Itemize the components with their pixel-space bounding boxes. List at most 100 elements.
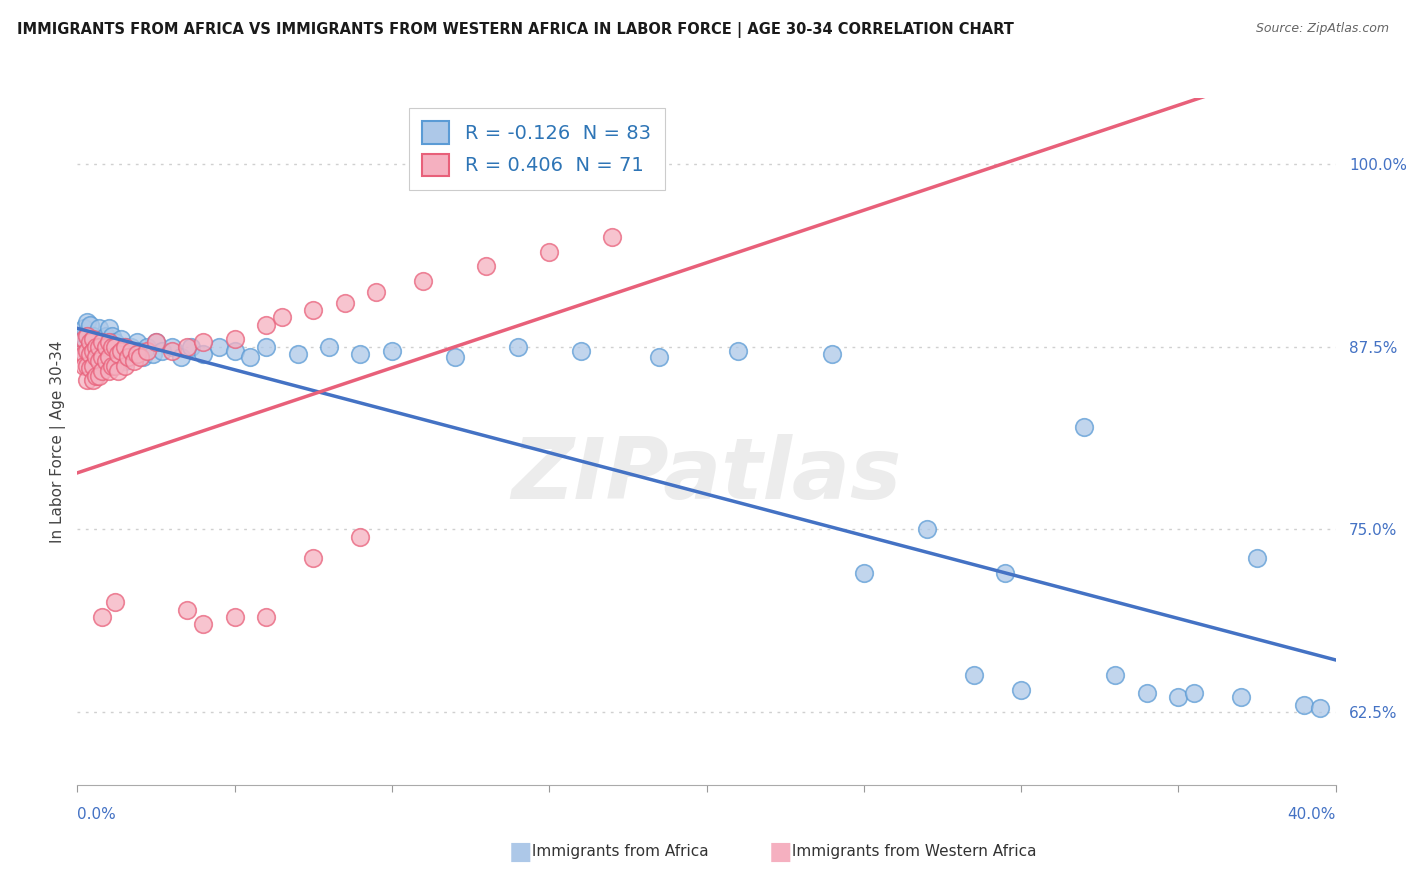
- Point: [107, 364, 129, 378]
- Point: [89, 368, 111, 383]
- Point: [82, 350, 104, 364]
- Point: [381, 343, 404, 358]
- Point: [79, 347, 101, 361]
- Point: [120, 343, 142, 358]
- Point: [129, 343, 152, 358]
- Point: [110, 343, 132, 358]
- Point: [91, 350, 114, 364]
- Point: [349, 347, 371, 361]
- Point: [1104, 668, 1126, 682]
- Point: [1182, 686, 1205, 700]
- Point: [82, 332, 104, 346]
- Point: [110, 347, 132, 361]
- Point: [84, 332, 107, 346]
- Point: [333, 295, 356, 310]
- Point: [170, 350, 193, 364]
- Point: [191, 335, 215, 350]
- Point: [89, 340, 111, 354]
- Point: [191, 617, 215, 632]
- Point: [208, 340, 231, 354]
- Point: [82, 359, 104, 373]
- Point: [122, 347, 145, 361]
- Point: [94, 340, 117, 354]
- Point: [160, 340, 183, 354]
- Point: [114, 340, 136, 354]
- Point: [224, 343, 246, 358]
- Point: [69, 332, 91, 346]
- Point: [91, 610, 114, 624]
- Point: [72, 332, 94, 346]
- Point: [91, 340, 114, 354]
- Point: [97, 335, 120, 350]
- Point: [97, 350, 120, 364]
- Point: [994, 566, 1017, 580]
- Point: [176, 340, 198, 354]
- Point: [82, 340, 104, 354]
- Point: [76, 343, 98, 358]
- Point: [254, 318, 277, 332]
- Point: [114, 359, 136, 373]
- Point: [254, 610, 277, 624]
- Point: [104, 340, 127, 354]
- Point: [191, 347, 215, 361]
- Point: [120, 340, 142, 354]
- Point: [84, 354, 107, 368]
- Point: [94, 359, 117, 373]
- Point: [287, 347, 309, 361]
- Point: [79, 347, 101, 361]
- Point: [104, 595, 127, 609]
- Text: ■: ■: [509, 840, 531, 863]
- Point: [84, 364, 107, 378]
- Text: Immigrants from Western Africa: Immigrants from Western Africa: [787, 845, 1036, 859]
- Point: [104, 359, 127, 373]
- Point: [135, 340, 157, 354]
- Point: [963, 668, 986, 682]
- Point: [76, 373, 98, 387]
- Point: [224, 610, 246, 624]
- Point: [150, 343, 173, 358]
- Point: [82, 343, 104, 358]
- Point: [145, 335, 167, 350]
- Point: [97, 350, 120, 364]
- Point: [239, 350, 262, 364]
- Text: Immigrants from Africa: Immigrants from Africa: [527, 845, 709, 859]
- Point: [107, 340, 129, 354]
- Point: [648, 350, 671, 364]
- Point: [270, 310, 292, 325]
- Text: Source: ZipAtlas.com: Source: ZipAtlas.com: [1256, 22, 1389, 36]
- Point: [82, 364, 104, 378]
- Point: [76, 329, 98, 343]
- Point: [224, 332, 246, 346]
- Point: [97, 335, 120, 350]
- Point: [302, 303, 325, 318]
- Point: [852, 566, 875, 580]
- Point: [366, 285, 388, 300]
- Point: [1136, 686, 1159, 700]
- Point: [89, 335, 111, 350]
- Point: [72, 340, 94, 354]
- Point: [76, 359, 98, 373]
- Point: [97, 364, 120, 378]
- Point: [107, 354, 129, 368]
- Point: [1309, 700, 1331, 714]
- Text: ZIPatlas: ZIPatlas: [512, 434, 901, 517]
- Point: [727, 343, 749, 358]
- Point: [72, 359, 94, 373]
- Point: [79, 318, 101, 332]
- Point: [821, 347, 844, 361]
- Point: [79, 359, 101, 373]
- Point: [91, 364, 114, 378]
- Point: [101, 340, 124, 354]
- Point: [1167, 690, 1189, 705]
- Point: [318, 340, 340, 354]
- Point: [79, 361, 101, 376]
- Text: 0.0%: 0.0%: [77, 807, 117, 822]
- Point: [84, 350, 107, 364]
- Text: IMMIGRANTS FROM AFRICA VS IMMIGRANTS FROM WESTERN AFRICA IN LABOR FORCE | AGE 30: IMMIGRANTS FROM AFRICA VS IMMIGRANTS FRO…: [17, 22, 1014, 38]
- Point: [101, 347, 124, 361]
- Point: [76, 315, 98, 329]
- Point: [89, 320, 111, 334]
- Point: [89, 359, 111, 373]
- Point: [91, 354, 114, 368]
- Point: [104, 335, 127, 350]
